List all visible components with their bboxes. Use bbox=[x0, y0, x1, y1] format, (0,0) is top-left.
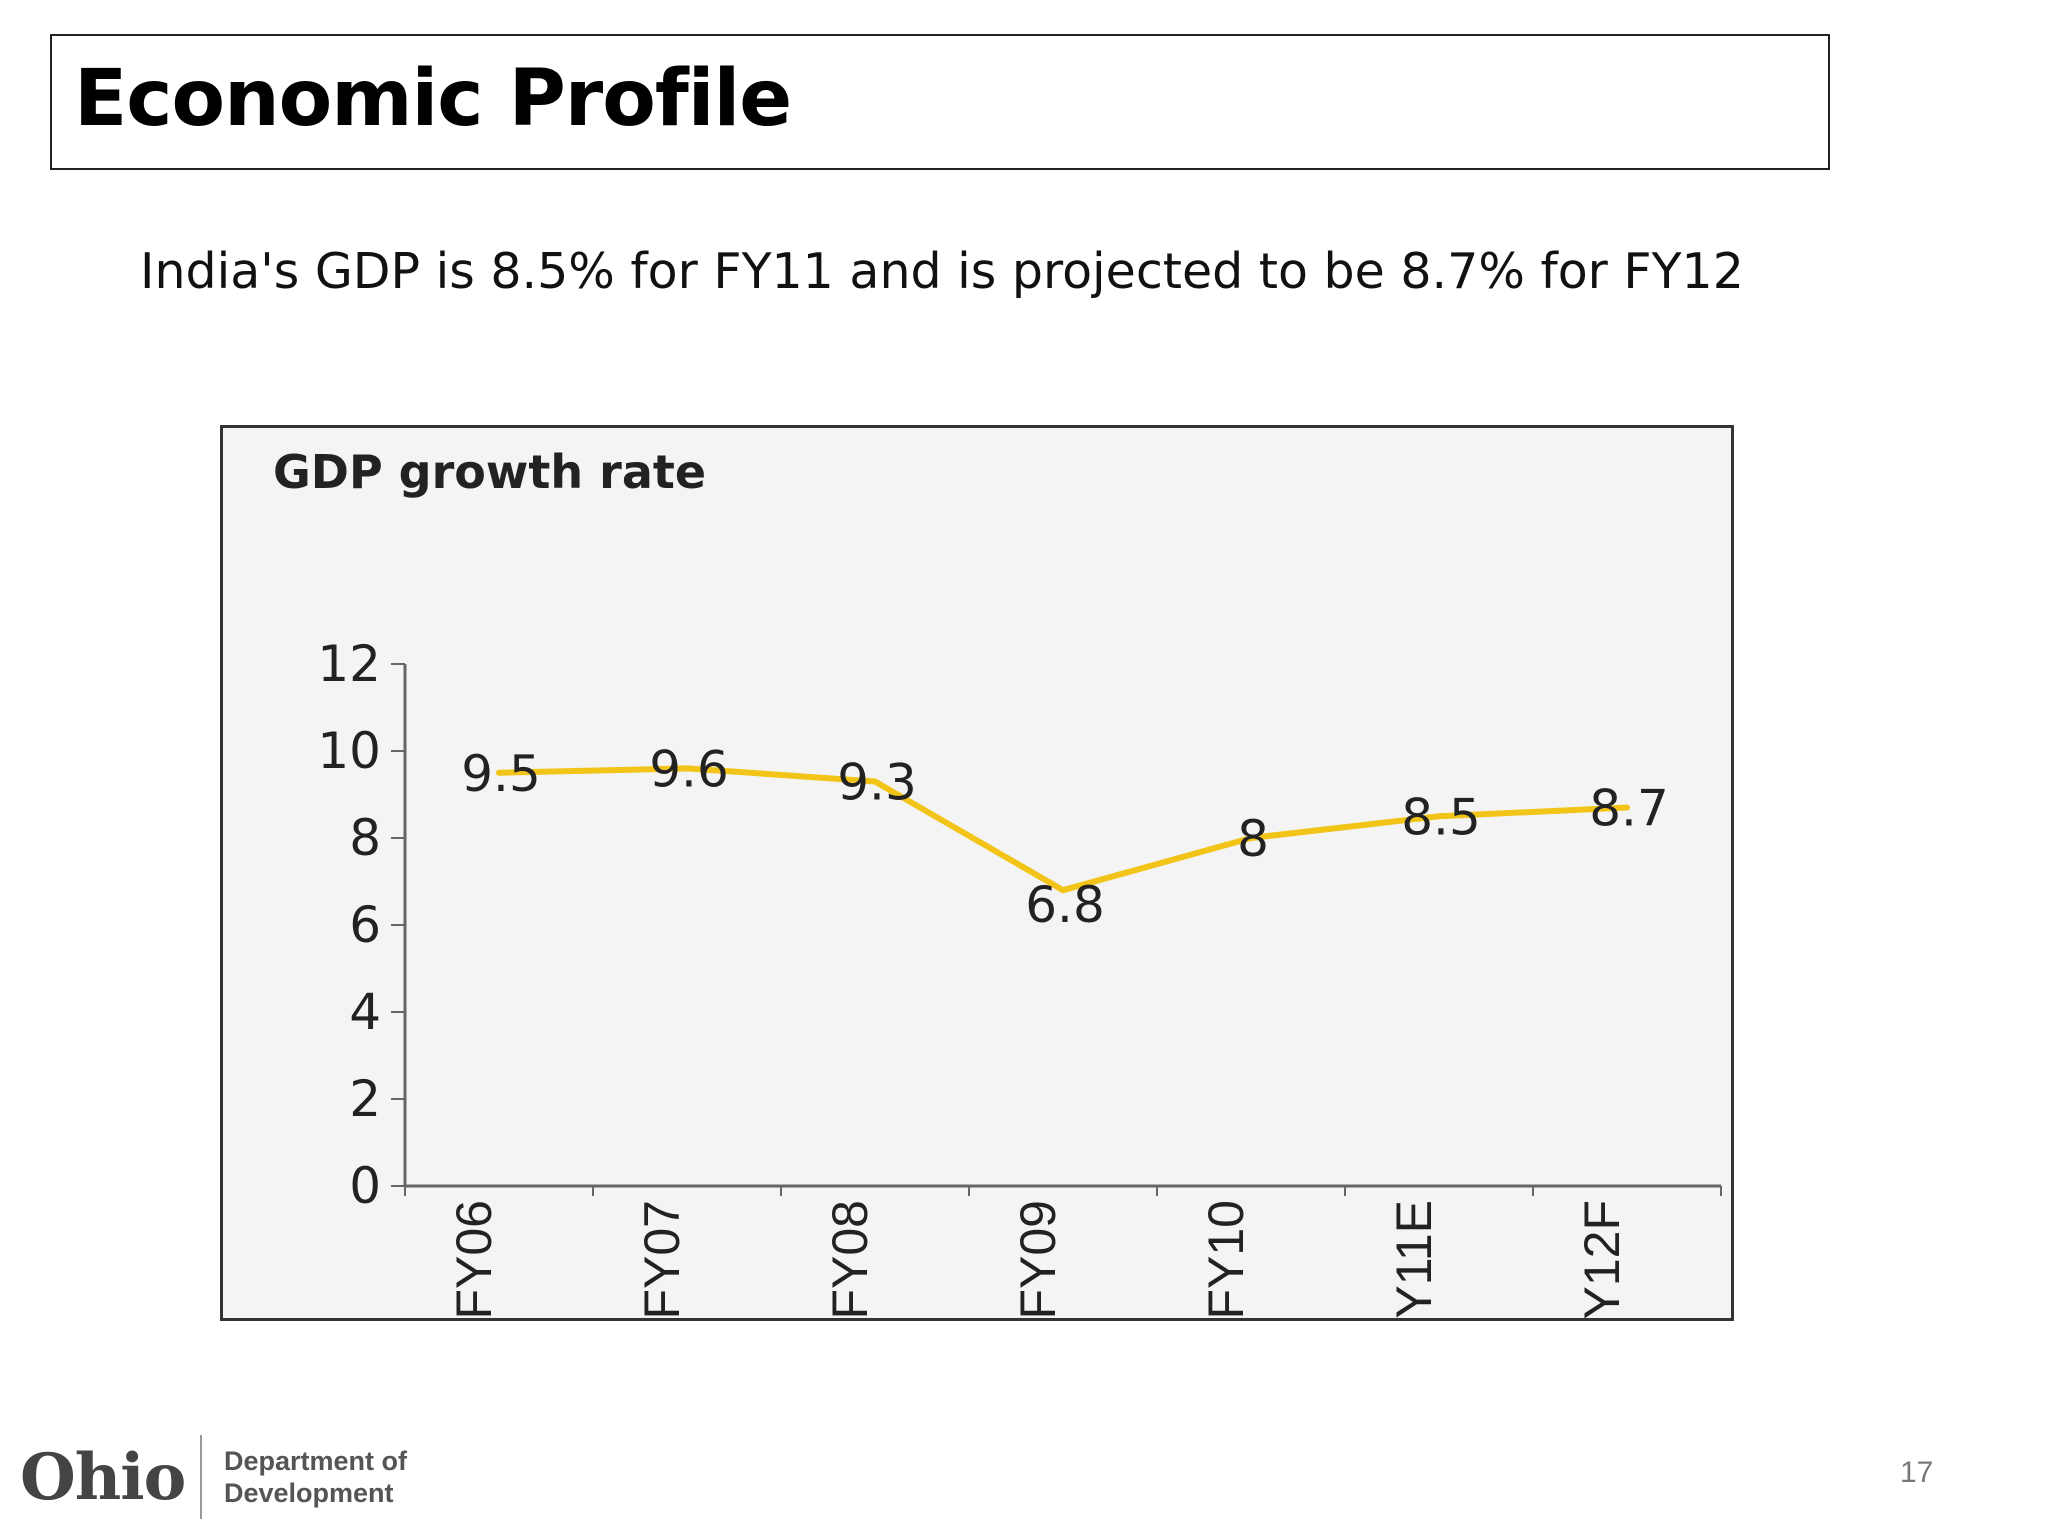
x-axis-ticks: FY06 FY07 FY08 FY09 FY10 FY11E FY12F bbox=[404, 1186, 1722, 1318]
title-box: Economic Profile bbox=[50, 34, 1830, 170]
chart-title: GDP growth rate bbox=[273, 445, 706, 499]
y-tick-label: 10 bbox=[317, 722, 381, 780]
data-point bbox=[496, 769, 502, 776]
x-tick-label: FY10 bbox=[1198, 1200, 1254, 1318]
data-label: 8.5 bbox=[1401, 788, 1481, 846]
x-tick-label: FY12F bbox=[1574, 1200, 1630, 1318]
slide-title: Economic Profile bbox=[74, 54, 792, 144]
x-tick-label: FY07 bbox=[634, 1200, 690, 1318]
page-number: 17 bbox=[1900, 1456, 1934, 1489]
y-tick-label: 0 bbox=[349, 1157, 381, 1215]
chart-panel: GDP growth rate 0 2 4 6 8 10 12 FY06 FY07 FY08 FY… bbox=[220, 425, 1734, 1321]
logo-line-2: Development bbox=[224, 1478, 394, 1508]
logo-divider bbox=[200, 1435, 202, 1519]
data-label: 9.6 bbox=[649, 740, 729, 798]
x-tick-label: FY06 bbox=[446, 1200, 502, 1318]
x-tick-label: FY09 bbox=[1010, 1200, 1066, 1318]
data-label: 9.5 bbox=[461, 745, 541, 803]
y-tick-label: 8 bbox=[349, 809, 381, 867]
ohio-development-logo: Ohio Department of Development bbox=[20, 1435, 440, 1525]
data-point bbox=[1436, 813, 1442, 820]
data-point bbox=[1624, 804, 1630, 811]
data-label: 8.7 bbox=[1589, 780, 1669, 838]
data-labels: 9.5 9.6 9.3 6.8 8 8.5 8.7 bbox=[461, 740, 1669, 934]
data-point bbox=[1060, 887, 1066, 894]
y-tick-label: 2 bbox=[349, 1070, 381, 1128]
data-label: 9.3 bbox=[837, 753, 917, 811]
data-label: 8 bbox=[1237, 810, 1269, 868]
data-point bbox=[684, 765, 690, 772]
y-tick-label: 12 bbox=[317, 635, 381, 693]
body-text: India's GDP is 8.5% for FY11 and is proj… bbox=[140, 243, 1744, 300]
logo-department-text: Department of Development bbox=[224, 1445, 407, 1509]
y-tick-label: 4 bbox=[349, 983, 381, 1041]
series-group bbox=[496, 765, 1630, 894]
data-point bbox=[872, 778, 878, 785]
y-axis-ticks: 0 2 4 6 8 10 12 bbox=[317, 635, 405, 1215]
x-tick-label: FY11E bbox=[1386, 1200, 1442, 1318]
data-point bbox=[1248, 835, 1254, 841]
data-label: 6.8 bbox=[1025, 876, 1105, 934]
y-tick-label: 6 bbox=[349, 896, 381, 954]
logo-line-1: Department of bbox=[224, 1446, 408, 1476]
logo-ohio-word: Ohio bbox=[20, 1440, 186, 1515]
x-tick-label: FY08 bbox=[822, 1200, 878, 1318]
